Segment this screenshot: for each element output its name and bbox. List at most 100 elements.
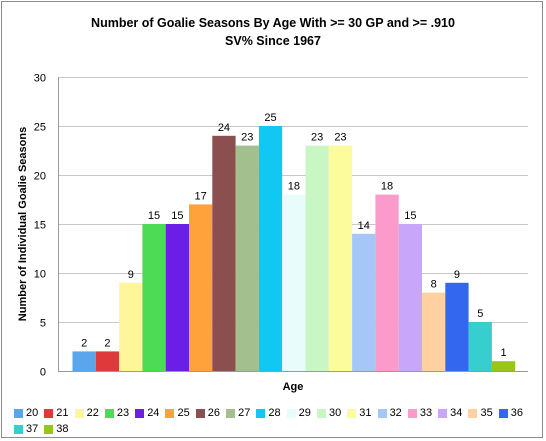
bar-age-30 <box>305 145 329 371</box>
bar-age-33 <box>375 194 399 371</box>
legend-item-35: 35 <box>468 407 498 419</box>
bar-age-27 <box>235 145 259 371</box>
legend-label: 22 <box>86 407 99 419</box>
bar-age-21 <box>95 351 120 371</box>
legend-swatch <box>468 408 478 418</box>
bar-age-36 <box>445 282 469 371</box>
legend-swatch <box>316 408 326 418</box>
data-label: 8 <box>431 279 437 291</box>
bar-age-38 <box>491 361 516 371</box>
legend-swatch <box>498 408 508 418</box>
bar-age-22 <box>119 282 143 371</box>
data-label: 18 <box>288 181 300 193</box>
bar-age-31 <box>328 145 353 371</box>
legend-label: 29 <box>298 407 311 419</box>
data-label: 23 <box>311 132 323 144</box>
legend-item-37: 37 <box>14 423 44 435</box>
data-label: 2 <box>81 337 87 349</box>
legend-label: 36 <box>510 407 523 419</box>
legend-label: 20 <box>26 407 39 419</box>
bar-age-25 <box>189 204 213 371</box>
legend-label: 31 <box>359 407 372 419</box>
bar-age-29 <box>282 194 306 371</box>
y-tick-label: 10 <box>34 269 46 281</box>
y-tick-label: 20 <box>34 171 46 183</box>
legend-swatch <box>407 408 417 418</box>
legend-swatch <box>44 424 54 434</box>
legend-item-36: 36 <box>498 407 529 419</box>
legend-label: 32 <box>389 407 402 419</box>
legend-item-20: 20 <box>14 407 44 419</box>
legend-label: 24 <box>147 407 160 419</box>
chart-title: Number of Goalie Seasons By Age With >= … <box>0 14 546 50</box>
legend-row: 37 38 <box>14 421 534 437</box>
data-label: 15 <box>404 210 416 222</box>
data-label: 25 <box>264 112 276 124</box>
legend-swatch <box>256 408 266 418</box>
y-axis-label: Number of Individual Goalie Seasons <box>17 127 29 321</box>
legend-label: 38 <box>56 423 69 435</box>
legend-swatch <box>14 408 23 418</box>
data-label: 9 <box>454 269 460 281</box>
legend-item-30: 30 <box>316 407 347 419</box>
y-axis-ticks: 0 5 10 15 20 25 30 <box>34 73 46 379</box>
legend-swatch <box>377 408 387 418</box>
legend-swatch <box>14 424 23 434</box>
data-label: 23 <box>334 132 346 144</box>
legend-label: 33 <box>419 407 433 419</box>
y-tick-label: 0 <box>40 367 46 379</box>
legend-item-34: 34 <box>438 407 468 419</box>
y-tick-label: 25 <box>34 122 46 134</box>
legend-item-38: 38 <box>44 423 74 435</box>
legend-row: 20 21 22 23 24 25 26 27 28 29 30 31 32 33 34 35 36 <box>14 405 534 421</box>
legend-item-31: 31 <box>347 407 377 419</box>
legend-item-21: 21 <box>44 407 74 419</box>
data-label: 14 <box>358 220 370 232</box>
legend-swatch <box>195 408 205 418</box>
legend-label: 30 <box>328 407 342 419</box>
legend-swatch <box>104 408 114 418</box>
legend-item-33: 33 <box>407 407 438 419</box>
legend-item-25: 25 <box>165 407 195 419</box>
legend-label: 37 <box>26 423 39 435</box>
data-label: 15 <box>171 210 183 222</box>
legend-label: 28 <box>268 407 281 419</box>
legend-label: 26 <box>207 407 221 419</box>
bar-age-37 <box>468 322 492 371</box>
data-labels: 2 2 9 15 15 17 24 23 25 18 23 23 14 18 15 8 9 5 1 <box>81 112 507 359</box>
data-label: 5 <box>477 308 483 320</box>
legend-item-26: 26 <box>195 407 226 419</box>
data-label: 24 <box>218 122 230 134</box>
bar-age-20 <box>72 351 96 371</box>
legend-swatch <box>286 408 296 418</box>
data-label: 9 <box>128 269 134 281</box>
data-label: 2 <box>104 337 110 349</box>
data-label: 17 <box>195 190 207 202</box>
legend-label: 25 <box>177 407 190 419</box>
legend-swatch <box>165 408 175 418</box>
data-label: 1 <box>500 347 506 359</box>
legend-label: 21 <box>56 407 69 419</box>
legend-swatch <box>44 408 54 418</box>
bars <box>72 126 516 371</box>
legend-item-29: 29 <box>286 407 317 419</box>
legend-swatch <box>438 408 448 418</box>
bar-age-35 <box>422 292 446 371</box>
data-label: 23 <box>241 132 253 144</box>
y-tick-label: 5 <box>40 318 46 330</box>
chart-title-line-2: SV% Since 1967 <box>225 34 321 48</box>
bar-age-24 <box>165 224 189 371</box>
bar-age-32 <box>352 233 376 371</box>
legend-label: 23 <box>116 407 130 419</box>
y-tick-label: 15 <box>34 220 46 232</box>
legend-swatch <box>226 408 236 418</box>
legend: 20 21 22 23 24 25 26 27 28 29 30 31 32 33 34 35 36 37 38 <box>14 405 534 437</box>
legend-label: 35 <box>480 407 493 419</box>
legend-swatch <box>74 408 84 418</box>
legend-swatch <box>347 408 357 418</box>
legend-swatch <box>135 408 145 418</box>
legend-item-22: 22 <box>74 407 105 419</box>
data-label: 18 <box>381 181 393 193</box>
bar-age-34 <box>398 224 422 371</box>
